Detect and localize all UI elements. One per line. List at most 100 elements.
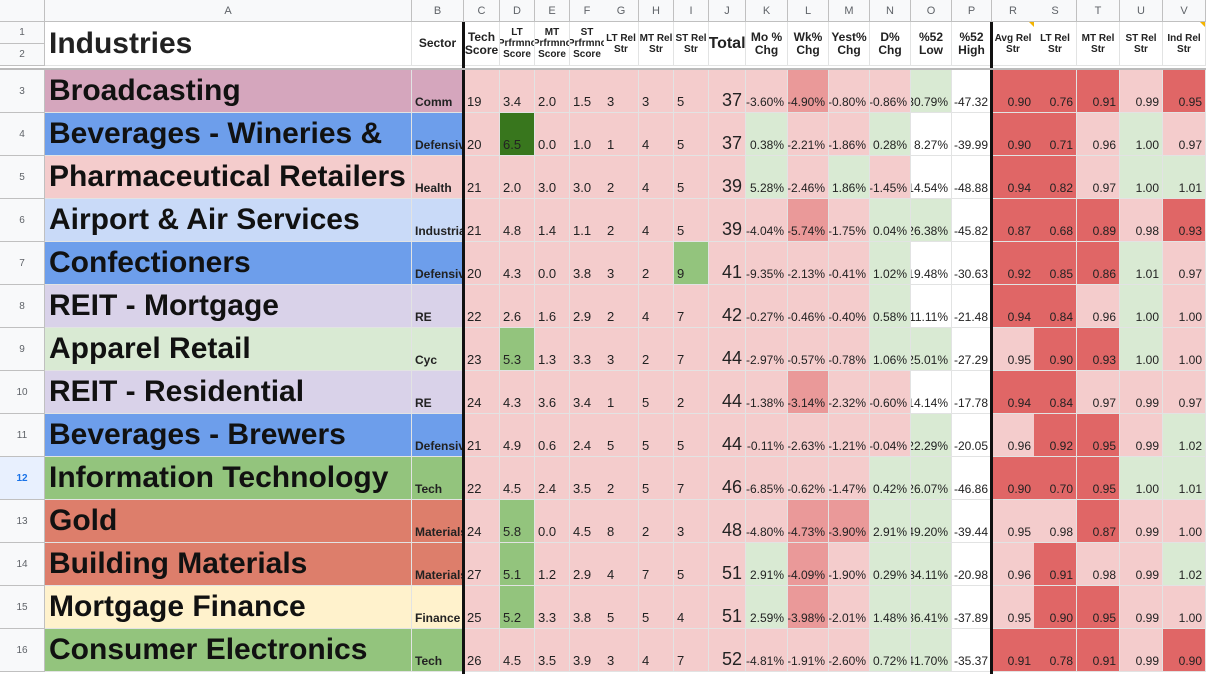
column-header-k[interactable]: K <box>746 0 788 22</box>
header-lt-rel2[interactable]: LT Rel Str <box>1034 22 1077 66</box>
yest-chg-cell[interactable]: 1.86% <box>829 156 870 199</box>
mt-rel2-cell[interactable]: 0.89 <box>1077 199 1120 242</box>
lt-rel-cell[interactable]: 1 <box>604 113 639 156</box>
sector-cell[interactable]: Health <box>412 156 464 199</box>
row-header-15[interactable]: 15 <box>0 586 45 629</box>
column-header-u[interactable]: U <box>1120 0 1163 22</box>
st-rel-cell[interactable]: 5 <box>674 70 709 113</box>
low52-cell[interactable]: 41.70% <box>911 629 952 672</box>
high52-cell[interactable]: -39.44 <box>952 500 992 543</box>
wk-chg-cell[interactable]: -4.09% <box>788 543 829 586</box>
header-d[interactable]: D% Chg <box>870 22 911 66</box>
mt-perf-cell[interactable]: 1.2 <box>535 543 570 586</box>
tech-score-cell[interactable]: 25 <box>464 586 500 629</box>
header-st-rel[interactable]: ST Rel Str <box>674 22 709 66</box>
ind-rel-cell[interactable]: 0.97 <box>1163 113 1206 156</box>
lt-rel-cell[interactable]: 2 <box>604 199 639 242</box>
header-mt-rel[interactable]: MT Rel Str <box>639 22 674 66</box>
high52-cell[interactable]: -20.05 <box>952 414 992 457</box>
lt-rel-cell[interactable]: 5 <box>604 414 639 457</box>
avg-rel-cell[interactable]: 0.94 <box>992 285 1035 328</box>
row-header-3[interactable]: 3 <box>0 70 45 113</box>
mt-rel-cell[interactable]: 4 <box>639 113 674 156</box>
column-header-b[interactable]: B <box>412 0 464 22</box>
tech-score-cell[interactable]: 21 <box>464 156 500 199</box>
d-chg-cell[interactable]: 0.28% <box>870 113 911 156</box>
st-rel2-cell[interactable]: 0.99 <box>1120 414 1163 457</box>
avg-rel-cell[interactable]: 0.96 <box>992 543 1035 586</box>
column-header-g[interactable]: G <box>604 0 639 22</box>
st-rel-cell[interactable]: 5 <box>674 543 709 586</box>
mt-perf-cell[interactable]: 0.0 <box>535 500 570 543</box>
lt-rel-cell[interactable]: 2 <box>604 457 639 500</box>
tech-score-cell[interactable]: 21 <box>464 414 500 457</box>
lt-rel2-cell[interactable]: 0.91 <box>1034 543 1077 586</box>
st-perf-cell[interactable]: 2.4 <box>570 414 605 457</box>
st-perf-cell[interactable]: 1.1 <box>570 199 605 242</box>
mt-rel2-cell[interactable]: 0.96 <box>1077 113 1120 156</box>
st-perf-cell[interactable]: 3.8 <box>570 586 605 629</box>
lt-perf-cell[interactable]: 4.3 <box>500 371 535 414</box>
high52-cell[interactable]: -21.48 <box>952 285 992 328</box>
lt-perf-cell[interactable]: 2.6 <box>500 285 535 328</box>
mo-chg-cell[interactable]: -2.97% <box>746 328 788 371</box>
st-perf-cell[interactable]: 1.0 <box>570 113 605 156</box>
low52-cell[interactable]: 30.79% <box>911 70 952 113</box>
header-yest[interactable]: Yest% Chg <box>829 22 870 66</box>
mt-rel-cell[interactable]: 5 <box>639 457 674 500</box>
total-cell[interactable]: 41 <box>709 242 746 285</box>
mt-rel-cell[interactable]: 4 <box>639 199 674 242</box>
avg-rel-cell[interactable]: 0.91 <box>992 629 1035 672</box>
row-header-9[interactable]: 9 <box>0 328 45 371</box>
tech-score-cell[interactable]: 21 <box>464 199 500 242</box>
column-header-e[interactable]: E <box>535 0 570 22</box>
industry-cell[interactable]: Beverages - Brewers <box>45 414 412 457</box>
row-header-6[interactable]: 6 <box>0 199 45 242</box>
total-cell[interactable]: 44 <box>709 414 746 457</box>
mt-rel2-cell[interactable]: 0.95 <box>1077 586 1120 629</box>
st-perf-cell[interactable]: 4.5 <box>570 500 605 543</box>
mt-rel2-cell[interactable]: 0.91 <box>1077 629 1120 672</box>
lt-rel2-cell[interactable]: 0.68 <box>1034 199 1077 242</box>
lt-rel2-cell[interactable]: 0.84 <box>1034 285 1077 328</box>
column-header-a[interactable]: A <box>45 0 412 22</box>
avg-rel-cell[interactable]: 0.94 <box>992 371 1035 414</box>
yest-chg-cell[interactable]: -1.47% <box>829 457 870 500</box>
sector-cell[interactable]: Tech <box>412 629 464 672</box>
st-perf-cell[interactable]: 3.9 <box>570 629 605 672</box>
lt-perf-cell[interactable]: 5.1 <box>500 543 535 586</box>
lt-perf-cell[interactable]: 4.5 <box>500 629 535 672</box>
mo-chg-cell[interactable]: -3.60% <box>746 70 788 113</box>
avg-rel-cell[interactable]: 0.90 <box>992 457 1035 500</box>
st-perf-cell[interactable]: 3.4 <box>570 371 605 414</box>
st-perf-cell[interactable]: 1.5 <box>570 70 605 113</box>
header-industry[interactable]: Industries <box>45 22 412 66</box>
ind-rel-cell[interactable]: 0.97 <box>1163 371 1206 414</box>
high52-cell[interactable]: -46.86 <box>952 457 992 500</box>
lt-rel2-cell[interactable]: 0.71 <box>1034 113 1077 156</box>
d-chg-cell[interactable]: 2.91% <box>870 500 911 543</box>
lt-rel2-cell[interactable]: 0.90 <box>1034 586 1077 629</box>
d-chg-cell[interactable]: 1.48% <box>870 586 911 629</box>
lt-perf-cell[interactable]: 4.5 <box>500 457 535 500</box>
mt-rel-cell[interactable]: 2 <box>639 242 674 285</box>
st-rel2-cell[interactable]: 0.99 <box>1120 70 1163 113</box>
mt-perf-cell[interactable]: 1.4 <box>535 199 570 242</box>
comment-indicator-icon[interactable] <box>1029 22 1034 27</box>
mt-rel2-cell[interactable]: 0.98 <box>1077 543 1120 586</box>
lt-perf-cell[interactable]: 5.8 <box>500 500 535 543</box>
mt-rel-cell[interactable]: 5 <box>639 414 674 457</box>
industry-cell[interactable]: Gold <box>45 500 412 543</box>
row-header-12[interactable]: 12 <box>0 457 45 500</box>
st-perf-cell[interactable]: 3.5 <box>570 457 605 500</box>
mt-rel2-cell[interactable]: 0.93 <box>1077 328 1120 371</box>
lt-rel2-cell[interactable]: 0.84 <box>1034 371 1077 414</box>
st-rel-cell[interactable]: 7 <box>674 629 709 672</box>
ind-rel-cell[interactable]: 1.01 <box>1163 457 1206 500</box>
st-perf-cell[interactable]: 3.3 <box>570 328 605 371</box>
low52-cell[interactable]: 14.54% <box>911 156 952 199</box>
column-header-v[interactable]: V <box>1163 0 1206 22</box>
column-header-r[interactable]: R <box>992 0 1035 22</box>
mt-perf-cell[interactable]: 0.0 <box>535 242 570 285</box>
row-header-5[interactable]: 5 <box>0 156 45 199</box>
